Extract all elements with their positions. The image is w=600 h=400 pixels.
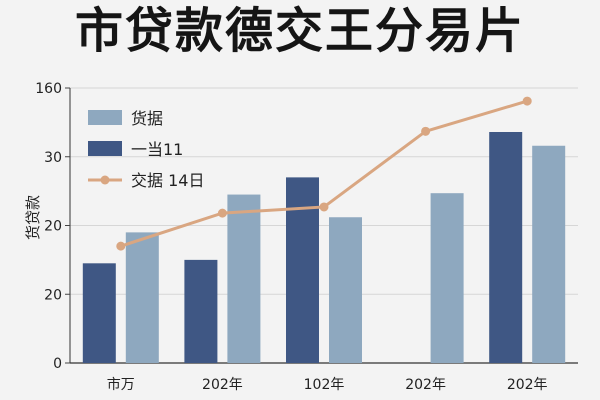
legend-swatch (88, 110, 122, 125)
x-tick-label: 202年 (507, 377, 548, 393)
legend-label: 货据 (131, 109, 163, 128)
y-tick-label: 20 (44, 219, 62, 235)
bar (227, 194, 261, 363)
y-tick-label: 160 (35, 81, 62, 97)
y-ticks: 0 20 20 30 160 (35, 81, 70, 372)
x-tick-label: 202年 (202, 377, 243, 393)
line-series (116, 96, 532, 251)
y-tick-label: 0 (53, 356, 62, 372)
bar (532, 145, 566, 363)
bars (82, 132, 566, 363)
line-point (319, 202, 329, 212)
y-tick-label: 30 (44, 150, 62, 166)
line-point (421, 126, 431, 136)
line-point (116, 241, 126, 251)
bar (329, 217, 362, 363)
bar (184, 259, 218, 363)
y-tick-label: 20 (44, 287, 62, 303)
legend-label: 交据 14日 (131, 171, 204, 190)
bar (286, 177, 319, 363)
bar (82, 263, 116, 363)
x-ticks: 市万 202年 102年 202年 202年 (107, 376, 548, 393)
y-axis-label: 货贷款 (24, 195, 42, 240)
bar (489, 132, 523, 363)
legend-marker (100, 175, 110, 185)
line-point (522, 96, 532, 106)
x-tick-label: 市万 (107, 376, 135, 393)
line-point (217, 208, 227, 218)
bar (125, 232, 159, 363)
legend-label: 一当11 (131, 140, 183, 159)
legend-swatch (88, 141, 122, 156)
x-tick-label: 202年 (405, 377, 446, 393)
bar (430, 193, 464, 363)
chart-title: 市贷款德交王分易片 (74, 3, 525, 59)
x-tick-label: 102年 (304, 377, 345, 393)
